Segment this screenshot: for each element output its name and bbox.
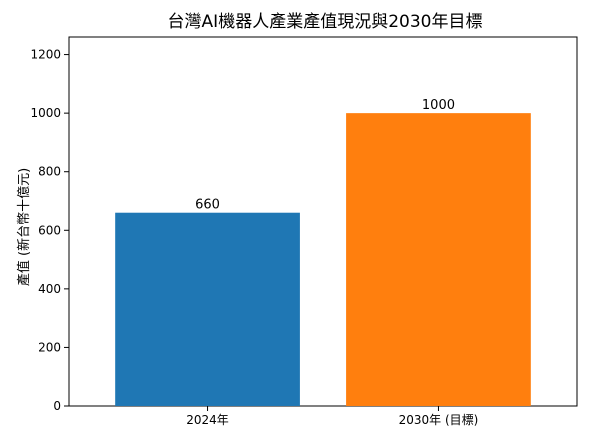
plot-area-frame: [68, 36, 578, 407]
bar-2: [346, 113, 531, 407]
bar-value-label: 660: [195, 198, 220, 213]
bar-1: [115, 212, 300, 406]
x-tick-label: 2024年: [186, 413, 229, 427]
bars: [115, 113, 531, 407]
y-tick-label: 800: [38, 165, 61, 179]
y-axis-label: 產值 (新台幣十億元): [16, 168, 32, 286]
y-tick-label: 0: [53, 399, 61, 413]
y-axis: 0 200 400 600 800 1000 1200: [30, 48, 69, 413]
y-tick-label: 600: [38, 223, 61, 237]
bar-labels: 660 1000: [195, 98, 455, 213]
y-tick-label: 400: [38, 282, 61, 296]
chart-title: 台灣AI機器人產業產值現況與2030年目標: [168, 12, 483, 32]
bar-value-label: 1000: [422, 98, 455, 113]
y-tick-label: 1000: [30, 106, 61, 120]
y-tick-label: 1200: [30, 48, 61, 62]
y-tick-label: 200: [38, 340, 61, 354]
x-axis: 2024年 2030年 (目標): [186, 406, 478, 427]
x-tick-label: 2030年 (目標): [399, 413, 479, 427]
